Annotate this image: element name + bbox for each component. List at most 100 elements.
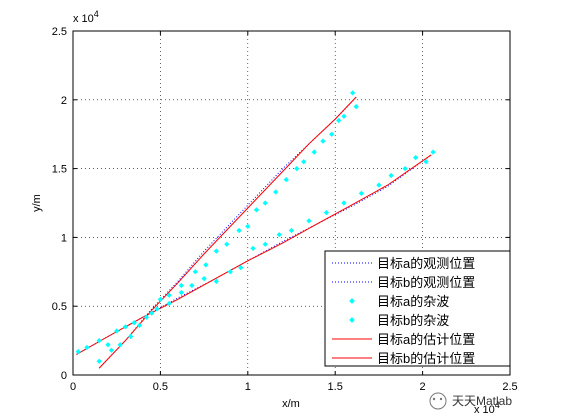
x-tick-label: 0.5 bbox=[153, 381, 168, 393]
data-point bbox=[108, 347, 115, 353]
y-exponent-label: x 104 bbox=[73, 9, 99, 25]
series-line bbox=[98, 96, 357, 369]
data-point bbox=[276, 232, 282, 238]
data-point bbox=[288, 227, 295, 234]
data-point bbox=[306, 218, 312, 224]
y-tick-label: 0 bbox=[61, 370, 67, 382]
data-point bbox=[412, 154, 419, 161]
data-point bbox=[166, 300, 172, 307]
series-3 bbox=[96, 90, 359, 364]
x-axis-label: x/m bbox=[282, 398, 300, 410]
data-point bbox=[250, 245, 256, 252]
watermark: 天天Matlab bbox=[429, 392, 512, 410]
legend-label: 目标a的观测位置 bbox=[377, 256, 475, 271]
data-point bbox=[128, 333, 134, 340]
series-layer bbox=[75, 90, 436, 369]
data-point bbox=[166, 292, 172, 298]
x-tick-label: 2 bbox=[420, 381, 426, 393]
series-5 bbox=[98, 96, 357, 369]
wechat-icon bbox=[429, 392, 447, 410]
x-tick-label: 1.5 bbox=[328, 381, 343, 393]
data-point bbox=[131, 320, 137, 326]
legend-label: 目标a的杂波 bbox=[377, 294, 449, 309]
x-tick-label: 0 bbox=[70, 381, 76, 393]
y-tick-label: 0.5 bbox=[52, 301, 67, 313]
data-point bbox=[329, 131, 335, 137]
x-tick-label: 1 bbox=[245, 381, 251, 393]
legend-item: 目标a的估计位置 bbox=[332, 332, 475, 347]
data-point bbox=[358, 190, 365, 196]
series-1 bbox=[98, 96, 357, 369]
tick-marks bbox=[72, 30, 511, 376]
data-point bbox=[157, 296, 164, 302]
y-tick-label: 1 bbox=[61, 232, 67, 244]
data-point bbox=[122, 324, 129, 330]
legend-label: 目标b的估计位置 bbox=[377, 351, 475, 366]
data-point bbox=[189, 282, 195, 289]
data-point bbox=[105, 342, 111, 348]
data-point bbox=[213, 278, 219, 285]
data-point bbox=[388, 172, 394, 179]
y-tick-label: 2 bbox=[61, 95, 67, 107]
data-point bbox=[262, 200, 268, 206]
y-tick-labels: 0 0.5 1 1.5 2 2.5 bbox=[52, 26, 67, 382]
data-point bbox=[178, 289, 185, 296]
data-point bbox=[350, 90, 356, 96]
data-point bbox=[402, 165, 408, 172]
data-point bbox=[96, 337, 102, 344]
x-tick-label: 2.5 bbox=[502, 381, 517, 393]
series-6 bbox=[76, 154, 432, 355]
legend-item: 目标a的观测位置 bbox=[332, 256, 475, 271]
legend-item: 目标b的估计位置 bbox=[332, 351, 475, 366]
data-point bbox=[353, 104, 359, 110]
data-point bbox=[178, 282, 185, 289]
data-point bbox=[213, 248, 219, 254]
y-tick-label: 2.5 bbox=[52, 26, 67, 38]
legend-item: 目标a的杂波 bbox=[349, 294, 449, 309]
data-point bbox=[192, 269, 198, 275]
y-axis-label: y/m bbox=[31, 194, 43, 212]
legend-label: 目标a的估计位置 bbox=[377, 332, 475, 347]
y-tick-label: 1.5 bbox=[52, 164, 67, 176]
data-point bbox=[224, 241, 230, 247]
data-point bbox=[238, 265, 244, 271]
data-point bbox=[245, 223, 251, 230]
data-point bbox=[136, 322, 143, 329]
legend-label: 目标b的杂波 bbox=[377, 313, 449, 328]
data-point bbox=[294, 165, 300, 172]
data-point bbox=[423, 159, 429, 165]
data-point bbox=[236, 227, 242, 234]
data-point bbox=[84, 344, 90, 351]
data-point bbox=[341, 200, 347, 206]
data-point bbox=[311, 149, 317, 155]
data-point bbox=[430, 149, 436, 155]
legend-label: 目标b的观测位置 bbox=[377, 275, 475, 290]
legend-box bbox=[324, 250, 511, 367]
data-point bbox=[149, 310, 155, 316]
data-point bbox=[320, 138, 326, 144]
data-point bbox=[117, 342, 123, 348]
data-point bbox=[96, 358, 102, 364]
data-point bbox=[262, 241, 268, 247]
legend-item: 目标b的观测位置 bbox=[332, 275, 475, 290]
legend-item: 目标b的杂波 bbox=[349, 313, 449, 328]
data-point bbox=[201, 276, 207, 282]
data-point bbox=[341, 113, 347, 119]
series-4 bbox=[75, 149, 436, 355]
series-line bbox=[98, 96, 357, 369]
data-point bbox=[114, 328, 120, 334]
legend-marker bbox=[349, 298, 355, 304]
data-point bbox=[154, 306, 160, 312]
x-exponent-label: x 104 bbox=[474, 400, 500, 416]
data-point bbox=[203, 262, 209, 268]
data-point bbox=[143, 314, 150, 320]
watermark-text: 天天Matlab bbox=[452, 394, 512, 408]
data-point bbox=[283, 176, 289, 183]
legend-marker bbox=[349, 317, 355, 323]
data-point bbox=[75, 348, 81, 355]
series-line bbox=[76, 154, 432, 355]
data-point bbox=[376, 182, 382, 188]
data-point bbox=[253, 207, 260, 213]
data-point bbox=[227, 269, 233, 275]
